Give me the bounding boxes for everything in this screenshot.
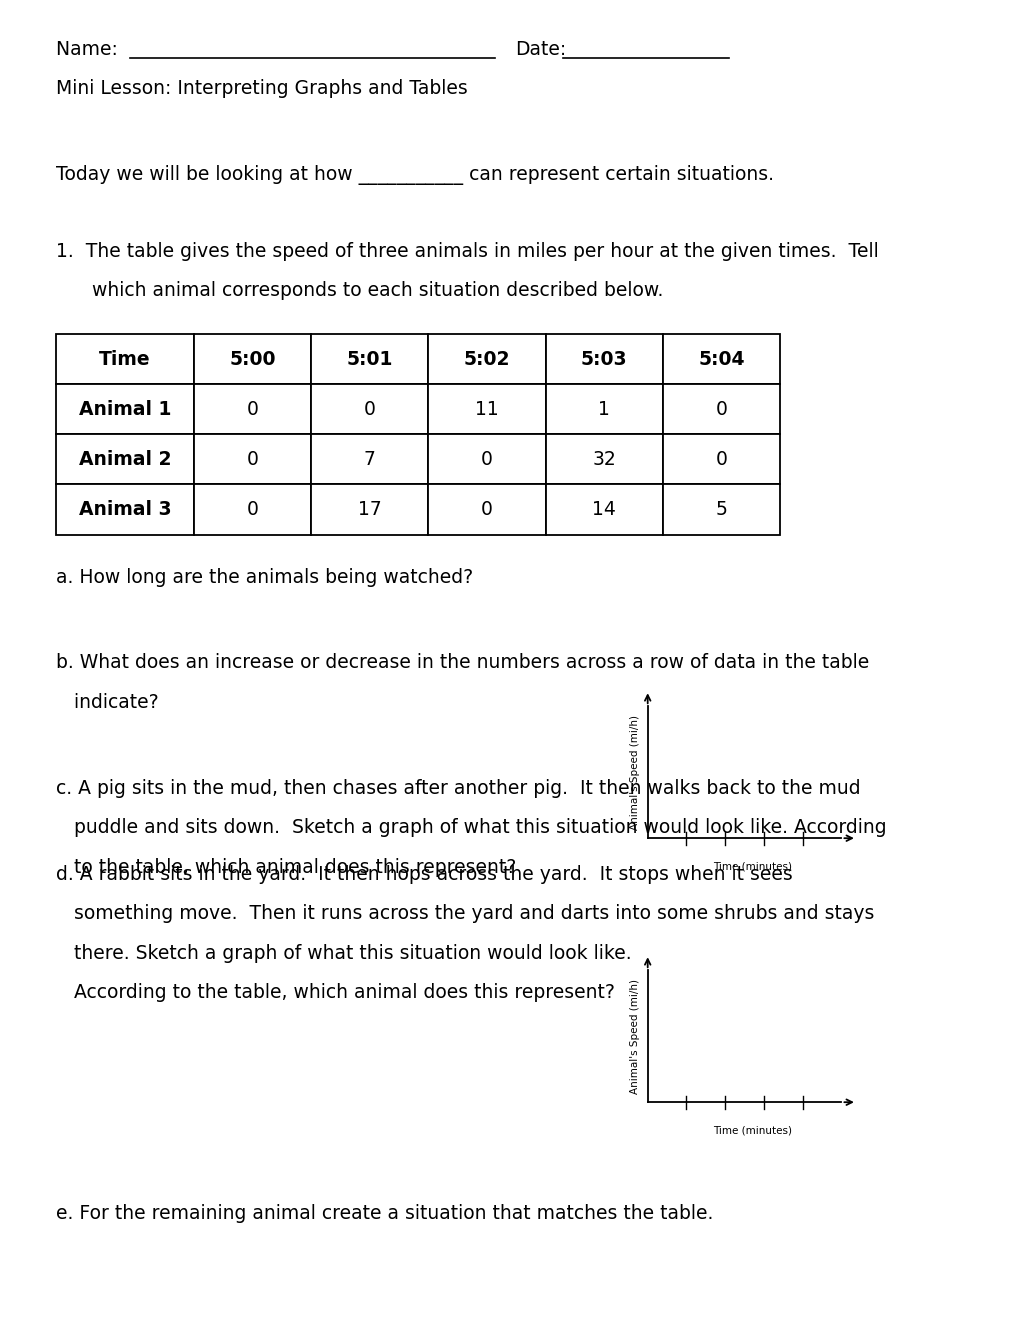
FancyBboxPatch shape <box>428 334 545 384</box>
Text: 17: 17 <box>358 500 381 519</box>
Text: e. For the remaining animal create a situation that matches the table.: e. For the remaining animal create a sit… <box>56 1204 712 1222</box>
Text: Time: Time <box>99 350 151 368</box>
FancyBboxPatch shape <box>194 484 311 535</box>
Text: Name:: Name: <box>56 40 124 58</box>
Text: Animal 3: Animal 3 <box>78 500 171 519</box>
Text: b. What does an increase or decrease in the numbers across a row of data in the : b. What does an increase or decrease in … <box>56 653 868 672</box>
Text: 0: 0 <box>247 400 258 418</box>
Text: 14: 14 <box>592 500 615 519</box>
FancyBboxPatch shape <box>311 384 428 434</box>
Text: Date:: Date: <box>515 40 566 58</box>
FancyBboxPatch shape <box>428 484 545 535</box>
Text: 0: 0 <box>364 400 375 418</box>
Text: Time (minutes): Time (minutes) <box>712 862 792 873</box>
Text: puddle and sits down.  Sketch a graph of what this situation would look like. Ac: puddle and sits down. Sketch a graph of … <box>56 818 886 837</box>
Text: 0: 0 <box>247 450 258 469</box>
Text: indicate?: indicate? <box>56 693 159 711</box>
Text: 11: 11 <box>475 400 498 418</box>
Text: 0: 0 <box>715 400 727 418</box>
FancyBboxPatch shape <box>428 434 545 484</box>
FancyBboxPatch shape <box>545 484 662 535</box>
Text: Today we will be looking at how ___________ can represent certain situations.: Today we will be looking at how ________… <box>56 165 773 185</box>
FancyBboxPatch shape <box>662 434 780 484</box>
Text: a. How long are the animals being watched?: a. How long are the animals being watche… <box>56 568 473 586</box>
FancyBboxPatch shape <box>311 334 428 384</box>
FancyBboxPatch shape <box>194 334 311 384</box>
Text: Time (minutes): Time (minutes) <box>712 1126 792 1137</box>
Text: 5:00: 5:00 <box>229 350 275 368</box>
Text: which animal corresponds to each situation described below.: which animal corresponds to each situati… <box>92 281 662 300</box>
Text: 0: 0 <box>247 500 258 519</box>
Text: Animal's Speed (mi/h): Animal's Speed (mi/h) <box>630 978 640 1094</box>
Text: d. A rabbit sits in the yard.  It then hops across the yard.  It stops when it s: d. A rabbit sits in the yard. It then ho… <box>56 865 792 883</box>
Text: 5:01: 5:01 <box>346 350 392 368</box>
Text: 1: 1 <box>598 400 609 418</box>
Text: 5:02: 5:02 <box>464 350 510 368</box>
FancyBboxPatch shape <box>545 334 662 384</box>
Text: 0: 0 <box>715 450 727 469</box>
Text: 5:03: 5:03 <box>581 350 627 368</box>
FancyBboxPatch shape <box>311 484 428 535</box>
Text: According to the table, which animal does this represent?: According to the table, which animal doe… <box>56 983 614 1002</box>
FancyBboxPatch shape <box>662 384 780 434</box>
FancyBboxPatch shape <box>56 384 194 434</box>
FancyBboxPatch shape <box>662 484 780 535</box>
FancyBboxPatch shape <box>56 434 194 484</box>
Text: Animal 1: Animal 1 <box>78 400 171 418</box>
FancyBboxPatch shape <box>56 484 194 535</box>
Text: Animal 2: Animal 2 <box>78 450 171 469</box>
FancyBboxPatch shape <box>194 434 311 484</box>
Text: 5: 5 <box>715 500 727 519</box>
Text: 0: 0 <box>481 450 492 469</box>
Text: 32: 32 <box>592 450 615 469</box>
FancyBboxPatch shape <box>545 384 662 434</box>
Text: Mini Lesson: Interpreting Graphs and Tables: Mini Lesson: Interpreting Graphs and Tab… <box>56 79 468 98</box>
FancyBboxPatch shape <box>662 334 780 384</box>
Text: c. A pig sits in the mud, then chases after another pig.  It then walks back to : c. A pig sits in the mud, then chases af… <box>56 779 860 797</box>
FancyBboxPatch shape <box>545 434 662 484</box>
Text: Animal's Speed (mi/h): Animal's Speed (mi/h) <box>630 714 640 830</box>
Text: 7: 7 <box>364 450 375 469</box>
FancyBboxPatch shape <box>311 434 428 484</box>
Text: 0: 0 <box>481 500 492 519</box>
Text: 1.  The table gives the speed of three animals in miles per hour at the given ti: 1. The table gives the speed of three an… <box>56 242 878 260</box>
Text: there. Sketch a graph of what this situation would look like.: there. Sketch a graph of what this situa… <box>56 944 631 962</box>
Text: something move.  Then it runs across the yard and darts into some shrubs and sta: something move. Then it runs across the … <box>56 904 873 923</box>
Text: to the table, which animal does this represent?: to the table, which animal does this rep… <box>56 858 516 876</box>
FancyBboxPatch shape <box>428 384 545 434</box>
FancyBboxPatch shape <box>56 334 194 384</box>
Text: 5:04: 5:04 <box>698 350 744 368</box>
FancyBboxPatch shape <box>194 384 311 434</box>
